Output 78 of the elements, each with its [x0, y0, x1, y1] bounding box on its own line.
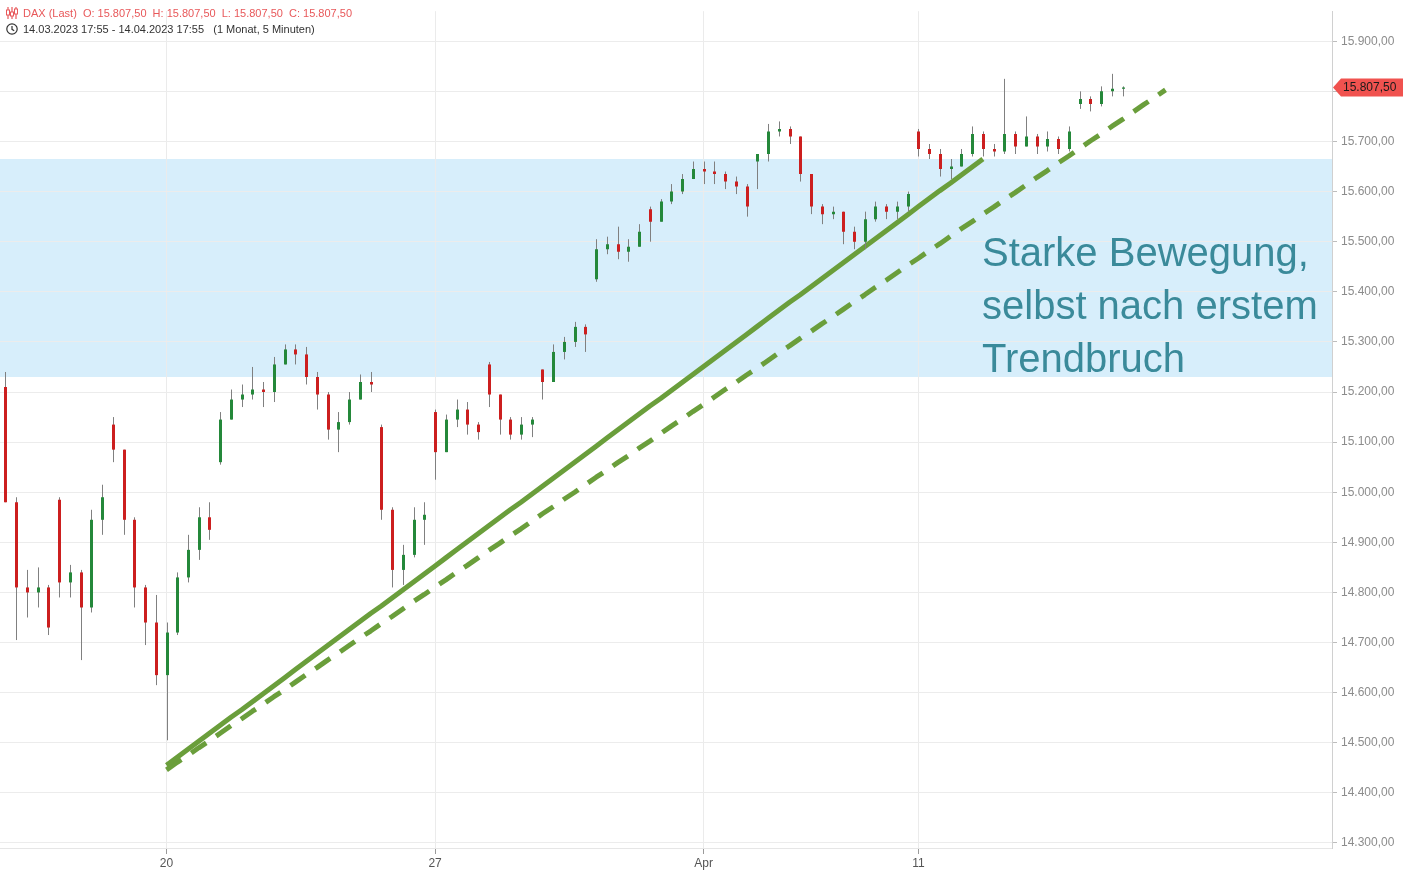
candlestick	[627, 238, 630, 263]
candlestick	[359, 373, 362, 401]
y-tick-label: 15.900,00	[1341, 33, 1395, 48]
candlestick	[982, 130, 985, 158]
candlestick	[746, 183, 749, 218]
candlestick	[617, 226, 620, 260]
candlestick	[563, 336, 566, 360]
text: 14.03.2023 17:55 - 14.04.2023 17:55 (1 Monat, 5 Minuten)	[23, 22, 315, 36]
candlestick	[853, 226, 856, 250]
candlestick	[842, 211, 845, 245]
y-tick-label: 15.200,00	[1341, 384, 1395, 399]
candlestick	[584, 323, 587, 353]
candlestick	[466, 401, 469, 436]
y-tick-label: 14.900,00	[1341, 534, 1395, 549]
candlestick	[971, 125, 974, 158]
candlestick	[681, 173, 684, 195]
candlestick	[660, 198, 663, 223]
y-tick-label: 15.400,00	[1341, 284, 1395, 299]
y-tick-label: 15.000,00	[1341, 484, 1395, 499]
candlestick	[1036, 133, 1039, 155]
annotation: Starke Bewegung, selbst nach erstem Trendbruch	[982, 229, 1319, 382]
candlestick	[101, 484, 104, 536]
candlestick	[208, 501, 211, 541]
candlestick	[294, 343, 297, 365]
chart-title: DAX (Last) O: 15.807,50 H: 15.807,50 L: 15.807,50 C: 15.807,50	[23, 6, 352, 20]
candlestick	[509, 416, 512, 441]
candlestick	[638, 223, 641, 248]
y-tick-label: 15.300,00	[1341, 334, 1395, 349]
candlestick	[670, 183, 673, 205]
y-tick-label: 14.400,00	[1341, 785, 1395, 800]
candlestick	[241, 384, 244, 408]
candlestick	[939, 148, 942, 178]
candlestick	[456, 399, 459, 428]
y-tick-label: 14.800,00	[1341, 584, 1395, 599]
candlestick	[649, 206, 652, 243]
y-tick-label: 15.600,00	[1341, 183, 1395, 198]
candlestick	[864, 211, 867, 250]
text: 15.807,50	[1343, 80, 1397, 95]
y-tick-label: 15.500,00	[1341, 234, 1395, 249]
candlestick	[574, 321, 577, 348]
candlestick	[316, 371, 319, 411]
candlestick	[917, 128, 920, 158]
y-tick-label: 14.500,00	[1341, 735, 1395, 750]
candlestick	[1068, 125, 1071, 152]
y-tick-label: 15.700,00	[1341, 133, 1395, 148]
candlestick	[767, 123, 770, 163]
candlestick	[520, 416, 523, 441]
x-tick-label: 27	[428, 855, 443, 870]
candlestick	[37, 566, 40, 608]
y-tick-label: 14.600,00	[1341, 684, 1395, 699]
candlestick	[756, 153, 759, 190]
candlestick	[348, 391, 351, 426]
candlestick	[423, 501, 426, 546]
y-tick-label: 15.100,00	[1341, 434, 1395, 449]
candlestick	[1100, 85, 1103, 107]
y-tick-label: 14.300,00	[1341, 835, 1395, 850]
candlestick	[1025, 115, 1028, 147]
x-tick-label: 20	[159, 855, 174, 870]
candlestick	[305, 346, 308, 385]
candlestick	[541, 368, 544, 401]
y-tick-label: 14.700,00	[1341, 634, 1395, 649]
candlestick	[531, 416, 534, 438]
candlestick	[370, 371, 373, 393]
candlestick	[907, 191, 910, 213]
candlestick	[337, 411, 340, 453]
x-tick-label: 11	[912, 855, 925, 870]
candlestick	[821, 203, 824, 225]
candlestick	[874, 201, 877, 223]
candlestick	[1046, 130, 1049, 152]
candlestick	[1003, 78, 1006, 155]
candlestick	[1014, 130, 1017, 155]
candlestick	[26, 569, 29, 618]
candlestick	[402, 544, 405, 586]
candlestick	[251, 366, 254, 401]
candlestick	[230, 389, 233, 421]
candlestick	[69, 564, 72, 598]
candlestick	[703, 161, 706, 185]
x-tick-label: Apr	[694, 855, 713, 870]
